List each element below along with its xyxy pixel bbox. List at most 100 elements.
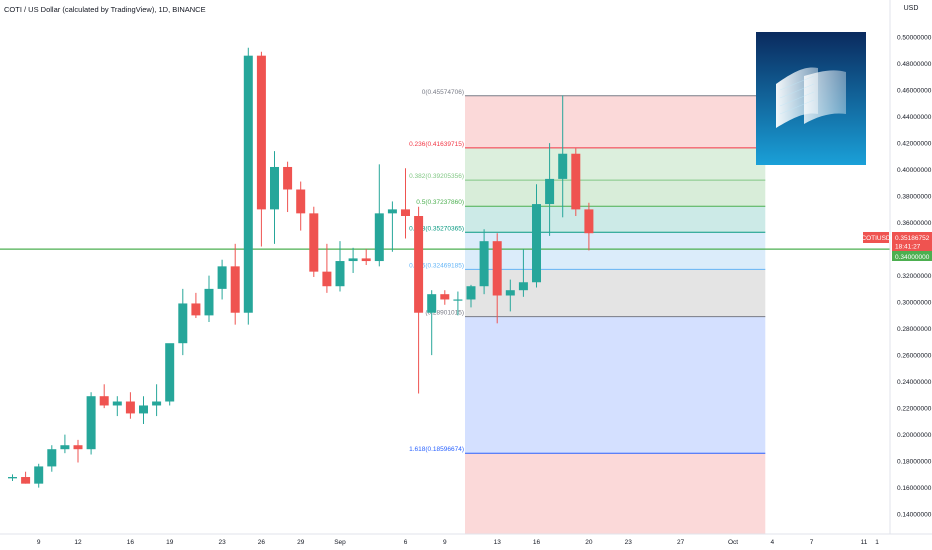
candle-body	[8, 477, 17, 479]
candle-body	[348, 258, 358, 262]
candle-body	[440, 294, 450, 300]
candle-body	[191, 303, 201, 316]
candle-body	[492, 241, 502, 296]
y-tick-label: 0.46000000	[897, 88, 932, 95]
y-tick-label: 0.28000000	[897, 326, 932, 333]
countdown-badge: 18:41:27	[895, 244, 921, 251]
candle-body	[243, 55, 253, 313]
y-tick-label: 0.14000000	[897, 512, 932, 519]
y-tick-label: 0.18000000	[897, 459, 932, 466]
candle-body	[270, 166, 279, 210]
candle-body	[217, 266, 227, 289]
candle-body	[427, 294, 437, 313]
last-price-badge-bg	[892, 232, 932, 251]
fib-retracement[interactable]: 0(0.45574706) 0.236(0.41639715) 0.382(0.39…	[409, 89, 766, 534]
price-badges: COTIUSD 0.35186752 18:41:27 0.34000000	[861, 232, 932, 261]
candle-body	[505, 290, 515, 296]
x-tick-label: 11	[861, 539, 868, 546]
support-badge-bg	[892, 251, 932, 261]
candle-body	[322, 271, 332, 287]
x-tick-label: 12	[74, 539, 82, 546]
currency-label: USD	[904, 5, 919, 12]
fib-level-label: (0.28901015)	[425, 310, 464, 317]
x-tick-label: 19	[166, 539, 174, 546]
candle-body	[374, 213, 384, 262]
x-tick-label: 29	[297, 539, 305, 546]
x-tick-label: 16	[127, 539, 135, 546]
candle-body	[401, 209, 410, 216]
x-tick-label: 20	[585, 539, 593, 546]
candle-body	[309, 213, 319, 272]
fib-band	[465, 206, 766, 233]
fib-level-label: 1.618(0.18596674)	[409, 446, 464, 453]
candle-body	[86, 396, 96, 450]
x-tick-label: 9	[37, 539, 41, 546]
candle-body	[571, 153, 581, 210]
y-tick-label: 0.38000000	[897, 194, 932, 201]
candles	[8, 47, 594, 488]
candle-body	[466, 286, 476, 300]
candle-body	[532, 204, 541, 283]
x-tick-label: 27	[677, 539, 685, 546]
candle-body	[21, 477, 31, 484]
candle-body	[387, 209, 397, 214]
chart-title: COTI / US Dollar (calculated by TradingV…	[4, 5, 206, 14]
candle-body	[518, 282, 528, 291]
fib-band	[465, 232, 766, 270]
y-tick-label: 0.20000000	[897, 432, 932, 439]
candle-body	[99, 396, 109, 406]
fib-band	[465, 180, 766, 207]
symbol-badge: COTIUSD	[861, 235, 891, 242]
candle-body	[204, 288, 214, 316]
candle-body	[112, 401, 122, 406]
y-tick-label: 0.24000000	[897, 379, 932, 386]
fib-band	[465, 95, 766, 148]
candle-body	[178, 303, 188, 344]
candle-body	[139, 405, 148, 414]
x-tick-label: 7	[810, 539, 814, 546]
y-tick-label: 0.48000000	[897, 61, 932, 68]
x-tick-label: 6	[404, 539, 408, 546]
candle-body	[584, 209, 594, 234]
fib-band	[465, 269, 766, 317]
candle-body	[453, 299, 463, 301]
fib-level-label: 0.786(0.32469185)	[409, 262, 464, 269]
coti-logo-icon	[756, 32, 866, 165]
x-tick-label: 1	[875, 539, 879, 546]
fib-band	[465, 147, 766, 181]
candle-body	[414, 216, 424, 313]
fib-level-label: 0.5(0.37237860)	[416, 199, 464, 206]
candle-body	[47, 449, 57, 467]
y-tick-label: 0.26000000	[897, 353, 932, 360]
candle-body	[296, 189, 306, 214]
x-tick-label: 4	[770, 539, 774, 546]
y-tick-label: 0.40000000	[897, 167, 932, 174]
candle-body	[361, 258, 371, 262]
candle-body	[479, 241, 489, 287]
x-tick-label: 26	[258, 539, 266, 546]
fib-band	[465, 453, 766, 534]
x-tick-label: 13	[494, 539, 502, 546]
candle-body	[283, 166, 293, 190]
last-price-badge: 0.35186752	[895, 235, 930, 242]
x-tick-label: 23	[218, 539, 226, 546]
fib-band	[465, 316, 766, 454]
x-tick-label: 23	[625, 539, 633, 546]
candle-body	[60, 445, 70, 450]
candle-body	[335, 261, 345, 287]
y-tick-label: 0.44000000	[897, 114, 932, 121]
fib-level-label: 0(0.45574706)	[422, 89, 464, 96]
candle-body	[165, 343, 175, 402]
y-tick-label: 0.36000000	[897, 220, 932, 227]
candle-body	[545, 178, 555, 205]
y-tick-label: 0.50000000	[897, 35, 932, 42]
y-tick-label: 0.30000000	[897, 300, 932, 307]
y-tick-label: 0.42000000	[897, 141, 932, 148]
support-badge: 0.34000000	[895, 254, 930, 261]
symbol-badge-bg	[863, 232, 889, 243]
candle-body	[125, 401, 135, 414]
x-tick-label: Sep	[334, 539, 346, 546]
